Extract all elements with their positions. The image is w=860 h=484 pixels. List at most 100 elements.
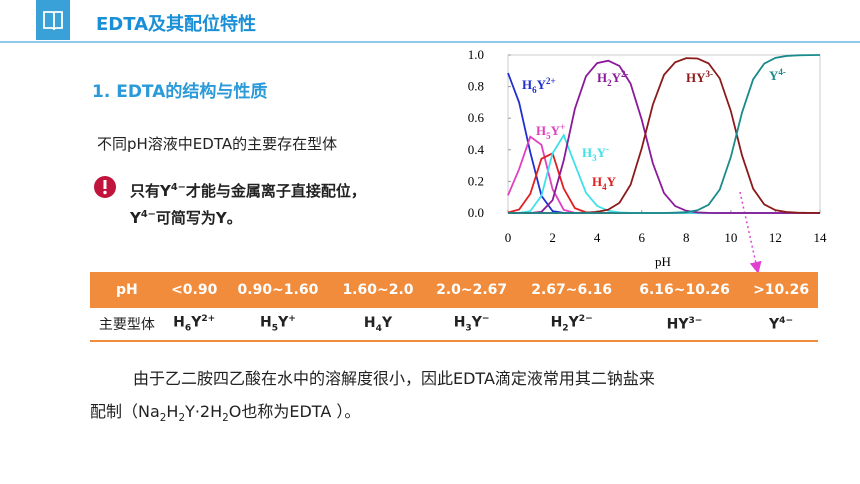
text-part: Y xyxy=(537,77,547,92)
text-part: 2- xyxy=(621,69,629,79)
x-tick-label: 0 xyxy=(505,230,512,245)
text-part: H xyxy=(597,70,607,85)
text-part: 4 xyxy=(375,323,382,334)
text-part: Y xyxy=(471,314,482,331)
text-part: 4− xyxy=(140,209,156,220)
series-label: H2Y2- xyxy=(597,69,629,88)
text-part: + xyxy=(288,314,296,325)
x-tick-label: 8 xyxy=(683,230,690,245)
text-part: 才能与金属离子直接配位， xyxy=(185,182,366,200)
text-part: H xyxy=(166,402,179,421)
text-part: 2+ xyxy=(201,314,216,325)
text-part: 5 xyxy=(546,131,551,141)
y-tick-label: 0.8 xyxy=(468,79,484,94)
text-part: Y xyxy=(612,70,622,85)
text-part: Y xyxy=(130,209,141,227)
text-part: 2+ xyxy=(546,76,556,86)
text-part: 3− xyxy=(688,315,703,326)
table-cell: H2Y2− xyxy=(518,308,625,342)
table-cell: H4Y xyxy=(331,308,425,342)
chart: 0.00.20.40.60.81.00 2 4 6 8 10 12 14pHH6Y2+H5Y+… xyxy=(468,47,828,274)
text-part: 3 xyxy=(592,153,597,163)
paragraph: 由于乙二胺四乙酸在水中的溶解度很小，因此EDTA滴定液常用其二钠盐来 配制（Na2… xyxy=(90,362,655,435)
text-part: H xyxy=(536,123,546,138)
text-part: 只有Y xyxy=(130,182,171,200)
text-part: Y xyxy=(607,174,617,189)
x-tick-label: 6 xyxy=(638,230,645,245)
x-tick-label: 4 xyxy=(594,230,601,245)
intro-text: 不同pH溶液中EDTA的主要存在型体 xyxy=(97,135,338,153)
header-cell: pH xyxy=(90,272,164,308)
series-label: H6Y2+ xyxy=(522,76,556,95)
text-part: H xyxy=(173,314,185,331)
x-tick-label: 14 xyxy=(814,230,828,245)
text-part: O也称为EDTA ）。 xyxy=(228,402,361,421)
text-part: 3 xyxy=(465,323,472,334)
y-tick-label: 0.0 xyxy=(468,205,484,220)
text-part: 5 xyxy=(271,323,279,334)
series-label: H4Y xyxy=(592,174,617,192)
text-part: 6 xyxy=(532,85,537,95)
paragraph-line: 配制（Na2H2Y·2H2O也称为EDTA ）。 xyxy=(90,395,655,435)
y-tick-label: 1.0 xyxy=(468,47,484,62)
text-part: H xyxy=(453,314,466,331)
text-part: H xyxy=(582,145,592,160)
text-part: 3- xyxy=(706,69,714,79)
text-part: H xyxy=(550,314,563,331)
series-line xyxy=(507,133,820,214)
header-cell: 6.16~10.26 xyxy=(624,272,745,308)
text-part: H xyxy=(592,174,602,189)
text-part: 6 xyxy=(184,323,192,334)
x-tick-label: 12 xyxy=(769,230,782,245)
text-part: Y xyxy=(769,68,779,83)
series-line xyxy=(508,54,821,214)
title: EDTA及其配位特性 xyxy=(96,14,257,35)
text-part: 2 xyxy=(178,412,186,425)
series-line xyxy=(507,152,820,214)
text-part: 可简写为Y。 xyxy=(155,209,242,227)
x-axis-label: pH xyxy=(655,254,671,269)
note-line: Y4−可简写为Y。 xyxy=(130,203,366,230)
text-part: Y xyxy=(551,123,561,138)
header-cell: <0.90 xyxy=(163,272,225,308)
y-tick-label: 0.4 xyxy=(468,142,485,157)
text-part: 4- xyxy=(778,67,786,77)
header-cell: >10.26 xyxy=(744,272,818,308)
title-icon-bg xyxy=(36,0,70,40)
text-part: + xyxy=(560,122,565,132)
text-part: HY xyxy=(666,316,689,333)
species-table: pH <0.90 0.90~1.60 1.60~2.0 2.0~2.67 2.67~6.1… xyxy=(90,272,818,342)
text-part: 2− xyxy=(578,314,593,325)
series-label: HY3- xyxy=(686,69,713,85)
table-cell: H3Y− xyxy=(424,308,519,342)
text-part: - xyxy=(606,144,609,154)
series-line xyxy=(508,59,820,214)
title-bar xyxy=(0,0,860,43)
header-cell: 2.0~2.67 xyxy=(424,272,519,308)
text-part: Y xyxy=(568,314,579,331)
note: 只有Y4−才能与金属离子直接配位， Y4−可简写为Y。 xyxy=(130,176,366,230)
book-icon xyxy=(43,11,63,31)
text-part: 4 xyxy=(602,182,607,192)
series-label: Y4- xyxy=(769,67,786,83)
table-row: 主要型体 H6Y2+ H5Y+ H4Y H3Y− H2Y2− HY3− Y4− xyxy=(90,308,818,342)
x-tick-label: 2 xyxy=(549,230,556,245)
text-part: 2 xyxy=(159,412,167,425)
table-cell: Y4− xyxy=(744,308,818,342)
text-part: Y·2H xyxy=(185,402,223,421)
text-part: H xyxy=(260,314,272,331)
paragraph-line: 由于乙二胺四乙酸在水中的溶解度很小，因此EDTA滴定液常用其二钠盐来 xyxy=(133,369,655,388)
x-tick-label: 10 xyxy=(724,230,737,245)
header-cell: 1.60~2.0 xyxy=(331,272,425,308)
text-part: 2 xyxy=(607,78,612,88)
table-cell: 主要型体 xyxy=(90,308,164,342)
text-part: − xyxy=(481,314,490,325)
note-line: 只有Y4−才能与金属离子直接配位， xyxy=(130,176,366,203)
text-part: 2 xyxy=(562,323,569,334)
header-cell: 0.90~1.60 xyxy=(224,272,332,308)
warning-icon xyxy=(94,176,116,198)
text-part: Y xyxy=(381,314,393,331)
table-cell: H5Y+ xyxy=(224,308,332,342)
text-part: 配制（Na xyxy=(90,402,160,421)
text-part: H xyxy=(522,77,532,92)
